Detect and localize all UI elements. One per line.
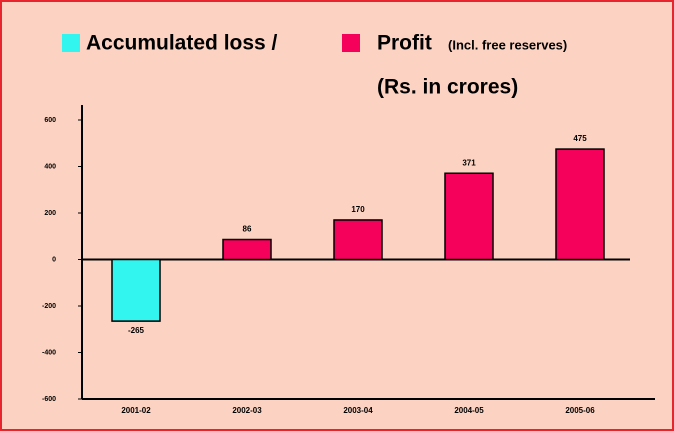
legend-note: (Incl. free reserves)	[448, 37, 567, 52]
legend-swatch	[62, 34, 80, 52]
subtitle: (Rs. in crores)	[377, 76, 518, 99]
value-label: -265	[128, 326, 145, 335]
bar	[444, 172, 494, 261]
x-tick-label: 2002-03	[232, 406, 262, 415]
y-tick-label: -400	[42, 349, 56, 356]
y-tick-label: 0	[52, 256, 56, 263]
y-tick-label: 200	[44, 210, 56, 217]
legend-label: Profit	[377, 32, 432, 55]
bar	[222, 238, 272, 261]
y-tick-label: -600	[42, 396, 56, 403]
value-label: 475	[573, 134, 587, 143]
value-label: 371	[462, 158, 476, 167]
bar	[111, 258, 161, 322]
bar	[555, 148, 605, 261]
bar	[333, 219, 383, 261]
y-tick-label: 600	[44, 117, 56, 124]
legend-label: Accumulated loss /	[86, 32, 278, 55]
value-label: 170	[351, 205, 365, 214]
x-tick-label: 2001-02	[121, 406, 151, 415]
x-tick-label: 2003-04	[343, 406, 373, 415]
y-tick-label: -200	[42, 303, 56, 310]
x-tick-label: 2005-06	[565, 406, 595, 415]
y-tick-label: 400	[44, 163, 56, 170]
legend-swatch	[342, 34, 360, 52]
value-label: 86	[243, 225, 252, 234]
x-tick-label: 2004-05	[454, 406, 484, 415]
